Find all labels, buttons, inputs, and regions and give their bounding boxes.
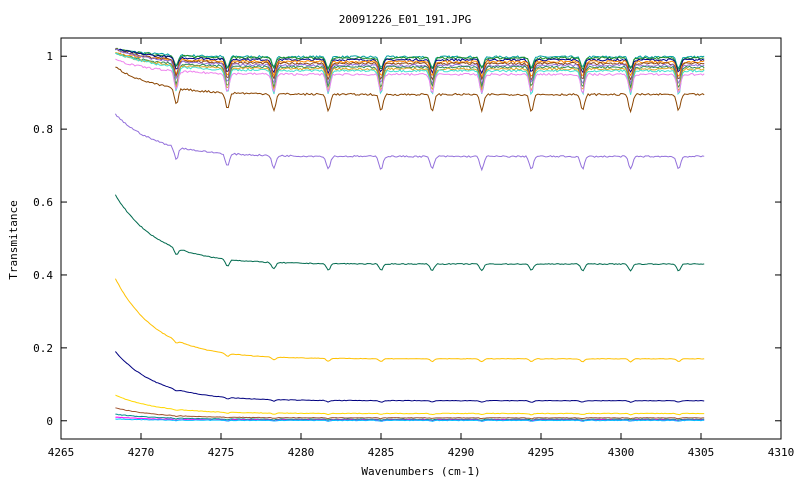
series-group [114,47,705,422]
series-line-13 [114,278,705,363]
series-line-16 [115,407,705,420]
x-tick-label: 4295 [528,446,555,459]
x-tick-label: 4280 [288,446,315,459]
series-line-1 [115,47,705,71]
x-tick-label: 4275 [208,446,235,459]
series-line-7 [115,52,705,93]
x-axis-label: Wavenumbers (cm-1) [361,465,480,478]
y-tick-label: 0.4 [33,269,53,282]
x-tick-label: 4305 [688,446,715,459]
plot-frame [60,37,782,440]
y-tick-label: 0.6 [33,196,53,209]
y-tick-label: 0.8 [33,123,53,136]
axis-ticks: 4265 4270 4275 4280 4285 4290 4295 4300 4305 4310… [33,38,794,459]
series-line-15 [115,394,705,416]
y-tick-label: 0.2 [33,342,53,355]
x-tick-label: 4270 [128,446,155,459]
y-tick-label: 1 [46,50,53,63]
x-tick-label: 4265 [48,446,75,459]
y-tick-label: 0 [46,415,53,428]
x-tick-label: 4300 [608,446,635,459]
series-line-10 [115,66,705,114]
series-line-14 [115,351,705,403]
series-line-5 [115,48,705,85]
series-line-4 [115,47,705,82]
series-line-2 [115,48,705,76]
x-tick-label: 4290 [448,446,475,459]
y-axis-label: Transmitance [7,200,20,279]
x-tick-label: 4285 [368,446,395,459]
series-line-11 [114,113,705,172]
series-line-9 [115,58,705,94]
series-line-19 [115,418,705,422]
x-tick-label: 4310 [768,446,795,459]
series-line-6 [115,52,705,90]
chart-title: 20091226_E01_191.JPG [339,13,471,26]
series-line-12 [114,194,705,272]
series-line-8 [115,52,705,96]
